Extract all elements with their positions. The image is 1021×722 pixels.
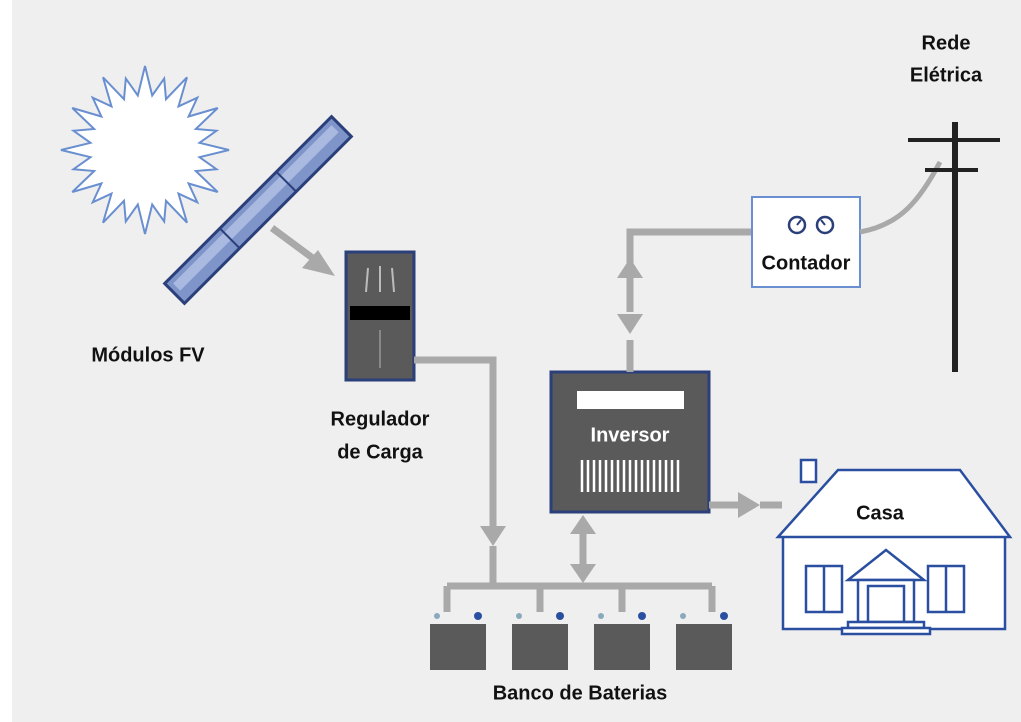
charge-regulator (346, 252, 414, 380)
label-house: Casa (856, 502, 905, 524)
label-grid: Rede (922, 32, 971, 54)
label-regulator: de Carga (337, 441, 423, 463)
label-regulator: Regulador (331, 408, 430, 430)
label-inverter: Inversor (591, 424, 670, 446)
label-modules: Módulos FV (91, 344, 205, 366)
label-batteries: Banco de Baterias (493, 682, 668, 704)
diagram: Módulos FV Regulador de Carga Banco de B… (0, 0, 1021, 722)
label-grid: Elétrica (910, 64, 983, 86)
label-meter: Contador (762, 252, 851, 274)
